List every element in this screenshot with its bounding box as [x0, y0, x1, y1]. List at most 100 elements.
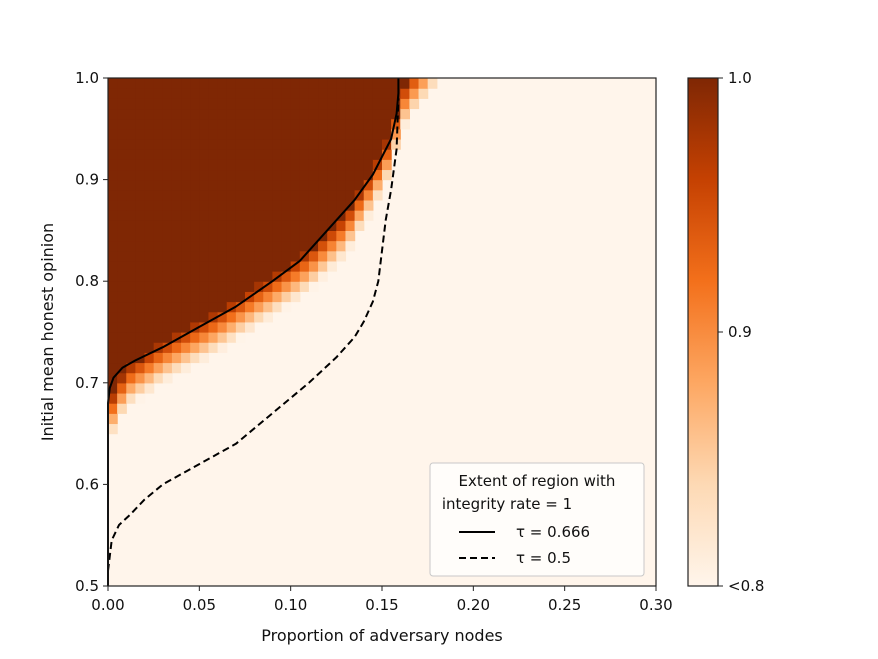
heatmap-cell — [299, 169, 310, 181]
heatmap-cell — [327, 118, 337, 130]
heatmap-cell — [162, 291, 173, 303]
x-axis-label: Proportion of adversary nodes — [261, 626, 503, 645]
heatmap-cell — [208, 301, 219, 313]
heatmap-cell — [263, 138, 273, 150]
heatmap-cell — [199, 179, 210, 191]
heatmap-cell — [382, 88, 392, 99]
heatmap-cell — [208, 311, 219, 323]
heatmap-cell — [208, 189, 219, 201]
heatmap-cell — [117, 230, 127, 242]
heatmap-cell — [126, 372, 136, 384]
heatmap-cell — [254, 291, 264, 303]
heatmap-cell — [171, 352, 182, 364]
heatmap-cells — [108, 78, 438, 435]
heatmap-cell — [345, 179, 356, 191]
heatmap-cell — [345, 220, 356, 231]
heatmap-cell — [254, 159, 264, 171]
heatmap-cell — [290, 128, 301, 140]
heatmap-cell — [299, 159, 310, 171]
heatmap-cell — [153, 230, 164, 242]
heatmap-cell — [299, 240, 310, 252]
heatmap-cell — [162, 342, 173, 353]
heatmap-cell — [190, 281, 200, 292]
heatmap-cell — [427, 78, 438, 89]
heatmap-cell — [308, 199, 319, 211]
heatmap-cell — [217, 260, 228, 272]
heatmap-cell — [299, 118, 310, 130]
heatmap-cell — [254, 230, 264, 242]
heatmap-cell — [336, 118, 347, 130]
heatmap-cell — [254, 311, 264, 323]
heatmap-cell — [290, 179, 301, 191]
heatmap-cell — [217, 332, 228, 343]
heatmap-cell — [144, 250, 155, 262]
heatmap-cell — [162, 362, 173, 374]
heatmap-cell — [171, 260, 182, 272]
heatmap-cell — [226, 210, 237, 221]
heatmap-cell — [400, 88, 410, 99]
heatmap-cell — [181, 230, 191, 242]
heatmap-cell — [181, 352, 191, 364]
heatmap-cell — [199, 230, 210, 242]
heatmap-cell — [235, 250, 246, 262]
heatmap-cell — [153, 128, 164, 140]
heatmap-cell — [144, 189, 155, 201]
heatmap-cell — [144, 362, 155, 374]
heatmap-cell — [126, 271, 136, 282]
heatmap-cell — [336, 220, 347, 231]
heatmap-cell — [117, 403, 127, 414]
heatmap-cell — [153, 342, 164, 353]
heatmap-cell — [354, 108, 365, 120]
heatmap-cell — [235, 220, 246, 231]
heatmap-cell — [117, 301, 127, 313]
heatmap-cell — [345, 230, 356, 242]
heatmap-cell — [263, 260, 273, 272]
heatmap-cell — [190, 128, 200, 140]
heatmap-cell — [162, 230, 173, 242]
heatmap-cell — [235, 240, 246, 252]
heatmap-cell — [108, 98, 118, 110]
heatmap-cell — [308, 281, 319, 292]
heatmap-cell — [217, 149, 228, 160]
heatmap-cell — [199, 332, 210, 343]
heatmap-cell — [117, 78, 127, 89]
heatmap-cell — [108, 281, 118, 292]
legend: Extent of region with integrity rate = 1… — [429, 462, 645, 577]
heatmap-cell — [327, 230, 337, 242]
heatmap-cell — [153, 138, 164, 150]
heatmap-cell — [108, 311, 118, 323]
heatmap-cell — [263, 169, 273, 181]
heatmap-cell — [363, 98, 374, 110]
heatmap-cell — [117, 199, 127, 211]
heatmap-cell — [135, 210, 146, 221]
heatmap-cell — [208, 118, 219, 130]
heatmap-cell — [299, 128, 310, 140]
heatmap-cell — [135, 169, 146, 181]
heatmap-cell — [144, 108, 155, 120]
heatmap-cell — [153, 362, 164, 374]
heatmap-cell — [117, 159, 127, 171]
heatmap-cell — [217, 189, 228, 201]
heatmap-cell — [199, 98, 210, 110]
heatmap-cell — [318, 128, 328, 140]
heatmap-cell — [144, 138, 155, 150]
heatmap-cell — [308, 250, 319, 262]
heatmap-cell — [117, 321, 127, 333]
heatmap-cell — [181, 321, 191, 333]
heatmap-cell — [226, 138, 237, 150]
heatmap-cell — [235, 230, 246, 242]
heatmap-cell — [190, 189, 200, 201]
heatmap-cell — [117, 220, 127, 231]
heatmap-cell — [263, 240, 273, 252]
heatmap-cell — [217, 311, 228, 323]
heatmap-cell — [153, 159, 164, 171]
heatmap-cell — [199, 352, 210, 364]
heatmap-cell — [245, 128, 255, 140]
heatmap-cell — [245, 199, 255, 211]
heatmap-cell — [245, 179, 255, 191]
heatmap-cell — [226, 220, 237, 231]
heatmap-cell — [217, 230, 228, 242]
heatmap-cell — [108, 392, 118, 404]
heatmap-cell — [190, 159, 200, 171]
heatmap-cell — [263, 230, 273, 242]
